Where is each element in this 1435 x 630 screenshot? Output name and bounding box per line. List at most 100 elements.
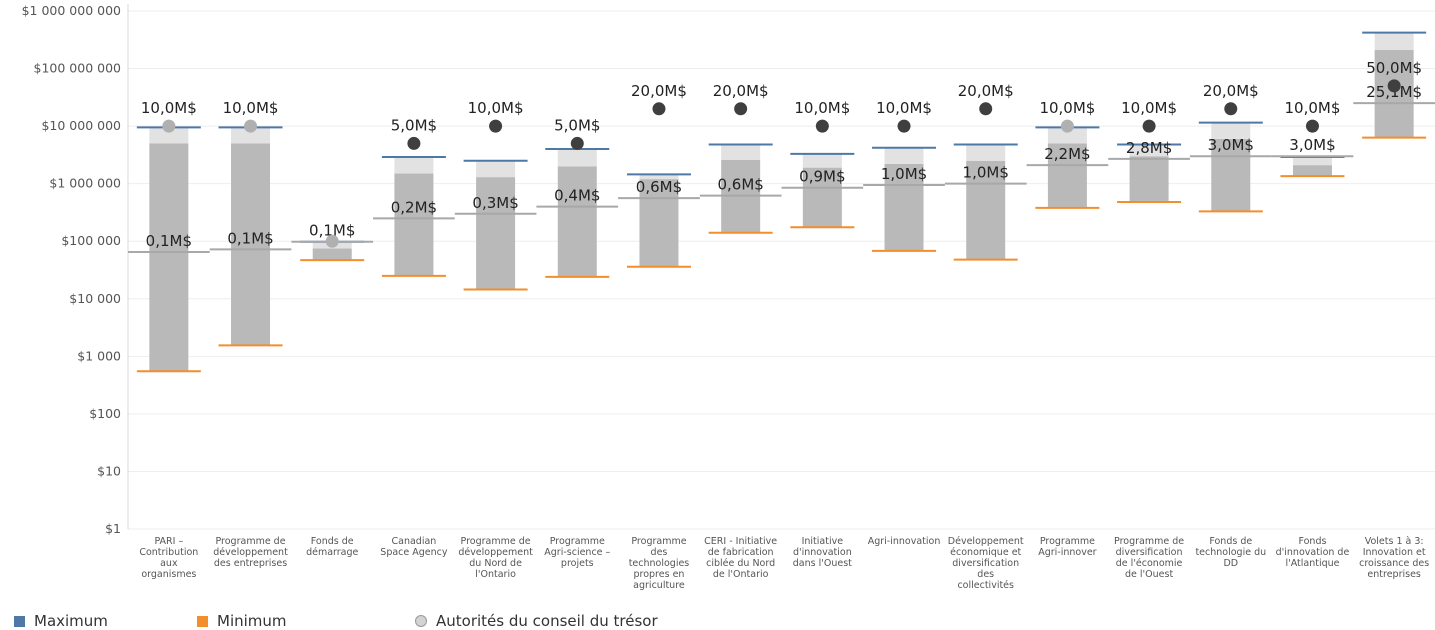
x-tick-label-line: organismes [141, 569, 196, 580]
treasury-label: 20,0M$ [958, 82, 1014, 100]
average-label: 0,2M$ [391, 198, 437, 216]
bar-group: 0,1M$ 10,0M$ [209, 99, 292, 347]
x-tick-label-line: de l'économie [1116, 558, 1183, 569]
x-tick-label-line: DD [1223, 558, 1238, 569]
bar-lower [231, 143, 271, 346]
x-tick-label: Programme des technologies propres en agricu… [629, 536, 690, 591]
bar-upper [1211, 122, 1251, 139]
x-tick-label-line: d'innovation [793, 547, 852, 558]
x-tick-label: Agri-innovation [868, 536, 941, 547]
bar-lower [1374, 50, 1414, 138]
chart-svg: $1 000 000 000 $100 000 000 $10 000 000 $1 … [22, 3, 1435, 591]
legend-treasury[interactable]: Autorités du conseil du trésor [415, 612, 658, 630]
bar-group: 25,1M$50,0M$ [1353, 31, 1435, 139]
x-tick-label-line: Agri-innover [1038, 547, 1096, 558]
x-tick-label-line: Volets 1 à 3: [1365, 536, 1424, 547]
legend: Maximum Minimum Autorités du conseil du … [14, 612, 658, 630]
x-tick-label-line: l'Atlantique [1285, 558, 1339, 569]
bar-lower [149, 143, 189, 372]
x-tick-label-line: diversification [952, 558, 1019, 569]
x-tick-label-line: des [977, 569, 994, 580]
x-tick-label-line: développement [213, 547, 288, 558]
x-tick-label-line: Fonds [1298, 536, 1326, 547]
average-label: 2,2M$ [1044, 145, 1090, 163]
legend-minimum[interactable]: Minimum [197, 612, 415, 630]
treasury-label: 10,0M$ [794, 99, 850, 117]
y-tick-label: $1 000 000 000 [22, 3, 121, 18]
bar-upper [557, 149, 597, 167]
x-tick-label: PARI – Contribution aux organismes [139, 536, 198, 580]
y-tick-label: $100 [89, 406, 121, 421]
average-label: 0,6M$ [636, 178, 682, 196]
legend-maximum-label: Maximum [34, 612, 108, 630]
x-tick-label-line: agriculture [633, 580, 685, 591]
treasury-label: 20,0M$ [713, 82, 769, 100]
average-label: 3,0M$ [1289, 136, 1335, 154]
x-tick-label: Programme de diversification de l'économie… [1114, 536, 1184, 580]
x-tick-label: Programme de développement du Nord de l'Ont… [458, 536, 533, 580]
y-tick-label: $1 000 000 [49, 176, 121, 191]
minimum-swatch-icon [197, 615, 208, 627]
bar-upper [394, 157, 434, 174]
bar-upper [1047, 127, 1087, 144]
treasury-dot [325, 234, 339, 248]
bar-lower [557, 166, 597, 277]
x-tick-label-line: des [651, 547, 668, 558]
bars-layer: 0,1M$ 10,0M$ 0,1M$ 10,0M$ 0,1M$ 0,2M$ 5,0M$ 0,3… [128, 31, 1435, 373]
treasury-dot [244, 119, 258, 133]
average-label: 1,0M$ [963, 164, 1009, 182]
bar-group: 1,0M$ 10,0M$ [863, 99, 945, 252]
bar-lower [1129, 156, 1169, 203]
x-tick-label-line: du Nord de [469, 558, 522, 569]
y-tick-label: $10 000 000 [41, 118, 121, 133]
x-tick-label-line: dans l'Ouest [793, 558, 852, 569]
bar-group: 3,0M$ 20,0M$ [1189, 82, 1272, 213]
bar-group: 2,8M$ 10,0M$ [1108, 99, 1190, 204]
bar-upper [639, 174, 679, 180]
maximum-swatch-icon [14, 615, 25, 627]
legend-maximum[interactable]: Maximum [14, 612, 197, 630]
average-label: 1,0M$ [881, 165, 927, 183]
x-tick-label-line: économique et [950, 547, 1021, 558]
bar-group: 1,0M$ 20,0M$ [944, 82, 1027, 261]
x-tick-label-line: d'innovation de [1276, 547, 1350, 558]
bar-lower [394, 173, 434, 276]
bar-group: 0,1M$ [291, 222, 374, 262]
bar-group: 3,0M$ 10,0M$ [1271, 99, 1354, 178]
bar-upper [149, 127, 189, 144]
x-tick-label-line: développement [458, 547, 533, 558]
x-tick-label-line: Agri-science – [544, 547, 610, 558]
x-tick-label-line: Programme de [1114, 536, 1184, 547]
treasury-dot [1305, 119, 1319, 133]
x-tick-label-line: entreprises [1367, 569, 1421, 580]
x-tick-label-line: Programme [1040, 536, 1095, 547]
average-label: 0,4M$ [554, 187, 600, 205]
average-label: 0,1M$ [309, 222, 355, 240]
bar-lower [966, 160, 1006, 260]
bar-group: 0,1M$ 10,0M$ [128, 99, 210, 373]
treasury-label: 10,0M$ [223, 99, 279, 117]
bar-upper [721, 144, 761, 160]
y-tick-label: $100 000 [61, 233, 121, 248]
bar-upper [1129, 144, 1169, 157]
x-tick-label: Fonds de technologie du DD [1195, 536, 1266, 569]
treasury-dot [1142, 119, 1156, 133]
x-tick-label-line: Contribution [139, 547, 198, 558]
treasury-label: 5,0M$ [554, 116, 600, 134]
y-tick-label: $100 000 000 [34, 61, 122, 76]
bar-upper [884, 147, 924, 164]
bar-upper [966, 144, 1006, 161]
average-label: 0,6M$ [717, 176, 763, 194]
treasury-label: 20,0M$ [1203, 82, 1259, 100]
x-tick-label: Fonds de démarrage [306, 536, 358, 558]
bar-lower [1292, 165, 1332, 177]
x-tick-label-line: Initiative [802, 536, 844, 547]
bar-lower [639, 179, 679, 267]
treasury-label: 20,0M$ [631, 82, 687, 100]
x-tick-label-line: Canadian [392, 536, 437, 547]
treasury-label: 10,0M$ [1285, 99, 1341, 117]
treasury-dot [162, 119, 176, 133]
bar-group: 0,6M$ 20,0M$ [618, 82, 700, 268]
bar-upper [1374, 32, 1414, 51]
x-tick-label-line: de l'Ouest [1125, 569, 1173, 580]
